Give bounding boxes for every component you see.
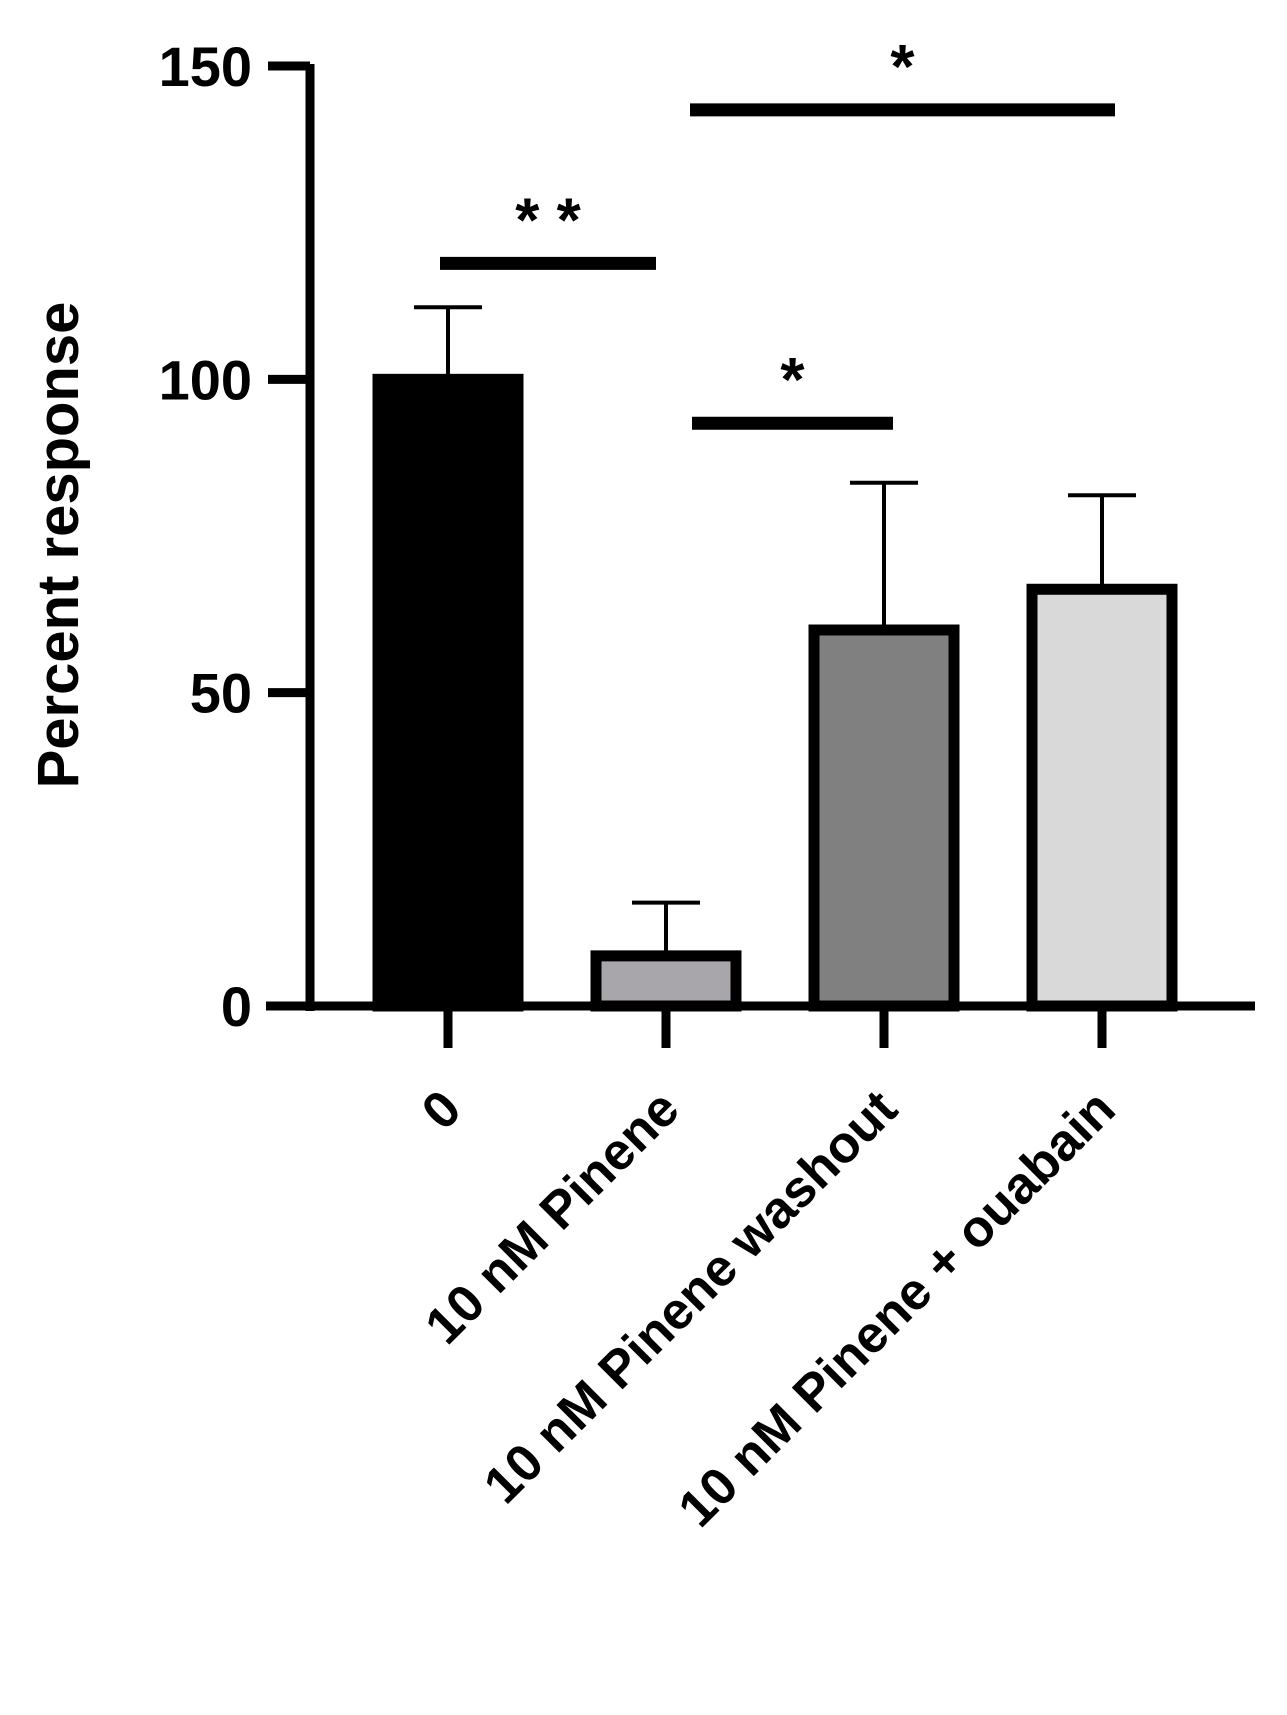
bar-3 <box>1026 583 1178 1012</box>
y-tick-label-1: 50 <box>190 662 252 725</box>
x-tick-label-2: 10 nM Pinene washout <box>473 1079 908 1514</box>
significance-label-2: * <box>890 33 915 102</box>
y-tick-label-0: 0 <box>221 975 252 1038</box>
bar-0 <box>372 373 524 1012</box>
significance-label-1: * <box>780 346 805 415</box>
x-tick-label-0: 0 <box>411 1079 472 1140</box>
significance-label-0: * * <box>515 186 581 255</box>
y-axis-title: Percent response <box>26 302 91 789</box>
y-tick-label-2: 100 <box>159 348 252 411</box>
x-tick-label-3: 10 nM Pinene + ouabain <box>668 1079 1127 1538</box>
bar-2 <box>808 624 960 1012</box>
bar-1 <box>590 950 742 1012</box>
y-tick-label-3: 150 <box>159 35 252 98</box>
